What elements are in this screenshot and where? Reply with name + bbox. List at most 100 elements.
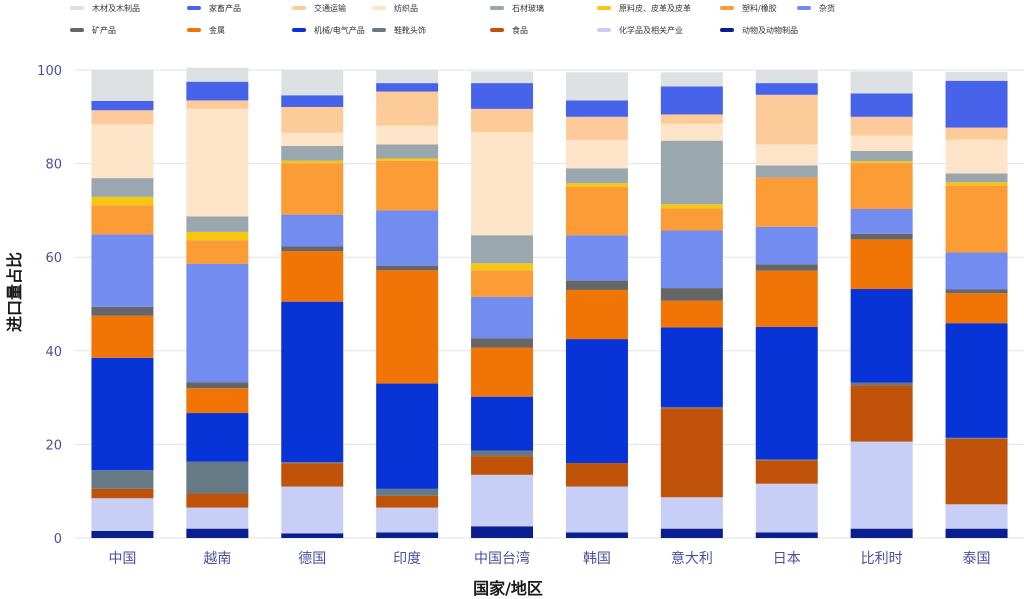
legend-label: 食品 — [512, 25, 528, 35]
bar-segment — [565, 235, 628, 281]
bar-segment — [850, 289, 913, 383]
legend-swatch — [597, 28, 611, 32]
bar-segment — [91, 100, 154, 111]
bar-segment — [376, 495, 439, 508]
bar-segment — [376, 158, 439, 161]
bar-segment — [945, 182, 1008, 186]
bar-segment — [471, 526, 534, 538]
bar-segment — [186, 382, 249, 389]
bar-segment — [281, 145, 344, 161]
bar-segment — [186, 388, 249, 414]
bar-segment — [945, 504, 1008, 529]
bar-segment — [281, 160, 344, 164]
bar-segment — [91, 234, 154, 307]
bar-segment — [660, 204, 723, 209]
bar-segment — [376, 144, 439, 159]
bar-segment — [660, 528, 723, 538]
bar-segment — [755, 177, 818, 227]
bar-segment — [755, 264, 818, 271]
bar-segment — [281, 214, 344, 247]
bar-segment — [471, 270, 534, 297]
bar-segment — [660, 208, 723, 231]
y-tick-label: 80 — [45, 158, 62, 173]
bar-segment — [850, 93, 913, 117]
bar-segment — [281, 95, 344, 107]
bar-segment — [281, 70, 344, 96]
bar-segment — [850, 385, 913, 442]
bar-segment — [945, 185, 1008, 253]
bar-segment — [850, 116, 913, 136]
bar-segment — [186, 216, 249, 232]
bar-segment — [755, 94, 818, 145]
bar-segment — [565, 289, 628, 340]
bar-segment — [376, 91, 439, 126]
bar-segment — [91, 357, 154, 471]
legend-label: 纺织品 — [394, 3, 418, 13]
bar-segment — [565, 140, 628, 169]
bar-segment — [755, 270, 818, 327]
legend-swatch — [720, 6, 734, 10]
bar-segment — [91, 110, 154, 125]
bar-segment — [91, 498, 154, 531]
bar-segment — [471, 338, 534, 348]
legend-swatch — [597, 6, 611, 10]
bar-segment — [850, 239, 913, 290]
bar-segment — [186, 100, 249, 109]
bar-segment — [376, 532, 439, 538]
bar-segment — [91, 205, 154, 235]
bar-segment — [186, 81, 249, 101]
bar-segment — [186, 461, 249, 494]
bar-segment — [471, 83, 534, 109]
y-tick-label: 60 — [45, 251, 62, 266]
x-tick-label: 印度 — [393, 551, 421, 567]
bar-segment — [850, 71, 913, 94]
bar-segment — [91, 70, 154, 101]
bar-segment — [850, 161, 913, 164]
bar-segment — [850, 233, 913, 240]
y-axis-ticks: 0 20 40 60 80 100 — [37, 64, 62, 547]
legend-label: 动物及动物制品 — [742, 25, 798, 35]
x-tick-label: 比利时 — [861, 551, 903, 567]
x-tick-label: 中国 — [108, 551, 136, 567]
bar-segment — [565, 187, 628, 236]
bar-segment — [565, 280, 628, 290]
legend-label: 交通运输 — [314, 3, 346, 13]
bar-segment — [660, 230, 723, 289]
y-tick-label: 100 — [37, 64, 62, 79]
bar-segment — [281, 106, 344, 133]
bar-segment — [660, 497, 723, 529]
x-tick-label: 中国台湾 — [474, 550, 530, 567]
bar-segment — [660, 406, 723, 409]
legend-label: 矿产品 — [92, 25, 116, 35]
bar-segment — [755, 460, 818, 484]
bar-segment — [471, 474, 534, 527]
bar-segment — [281, 463, 344, 487]
legend-swatch — [490, 6, 504, 10]
y-tick-label: 20 — [45, 438, 62, 453]
legend-label: 石材玻璃 — [512, 3, 544, 13]
bars — [91, 67, 1008, 538]
bar-segment — [186, 108, 249, 217]
bar-segment — [850, 382, 913, 386]
y-axis-title: 进口量占比 — [5, 252, 24, 332]
bar-segment — [471, 456, 534, 475]
bar-segment — [945, 252, 1008, 290]
bar-segment — [376, 125, 439, 145]
bar-segment — [945, 528, 1008, 538]
bar-segment — [660, 288, 723, 301]
legend-swatch — [70, 28, 84, 32]
legend-swatch — [372, 6, 386, 10]
bar-segment — [945, 293, 1008, 324]
legend-swatch — [490, 28, 504, 32]
legend-label: 木材及木制品 — [92, 3, 140, 13]
bar-segment — [565, 486, 628, 533]
legend-label: 金属 — [209, 25, 225, 35]
x-tick-label: 意大利 — [671, 550, 713, 567]
bar-segment — [186, 67, 249, 82]
bar-segment — [565, 116, 628, 141]
bar-segment — [565, 532, 628, 538]
legend-swatch — [797, 6, 811, 10]
bar-segment — [376, 210, 439, 266]
bar-segment — [945, 139, 1008, 174]
